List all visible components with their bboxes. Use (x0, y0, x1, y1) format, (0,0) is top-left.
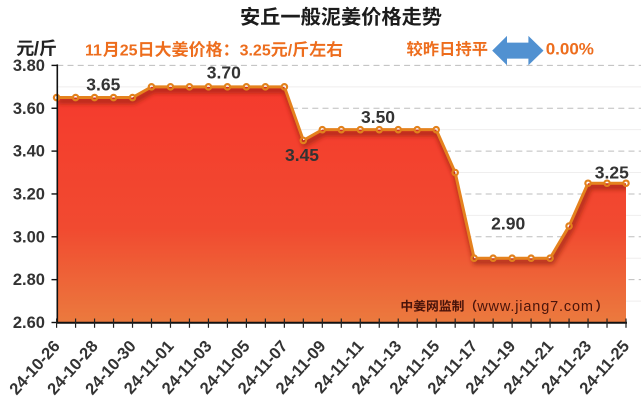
svg-text:3.20: 3.20 (13, 185, 45, 203)
svg-text:3.45: 3.45 (285, 145, 319, 165)
svg-text:3.25: 3.25 (240, 43, 271, 60)
svg-text:3.40: 3.40 (13, 143, 45, 161)
svg-text:/: / (288, 43, 293, 60)
svg-text:3.25: 3.25 (595, 162, 629, 182)
svg-text:3.00: 3.00 (13, 228, 45, 246)
svg-text:3.70: 3.70 (207, 63, 241, 83)
svg-text:3.65: 3.65 (86, 75, 120, 95)
svg-text:25: 25 (120, 43, 138, 60)
svg-text:3.60: 3.60 (13, 100, 45, 118)
svg-text:0.00%: 0.00% (546, 39, 594, 58)
svg-text:3.80: 3.80 (13, 57, 45, 75)
svg-text:/: / (34, 39, 40, 60)
svg-text:2.90: 2.90 (491, 214, 525, 234)
svg-text:www.jiang7.com: www.jiang7.com (476, 299, 594, 315)
svg-text:3.50: 3.50 (361, 107, 395, 127)
svg-text:2.60: 2.60 (13, 314, 45, 332)
svg-text:11: 11 (85, 43, 102, 60)
svg-text:2.80: 2.80 (13, 271, 45, 289)
